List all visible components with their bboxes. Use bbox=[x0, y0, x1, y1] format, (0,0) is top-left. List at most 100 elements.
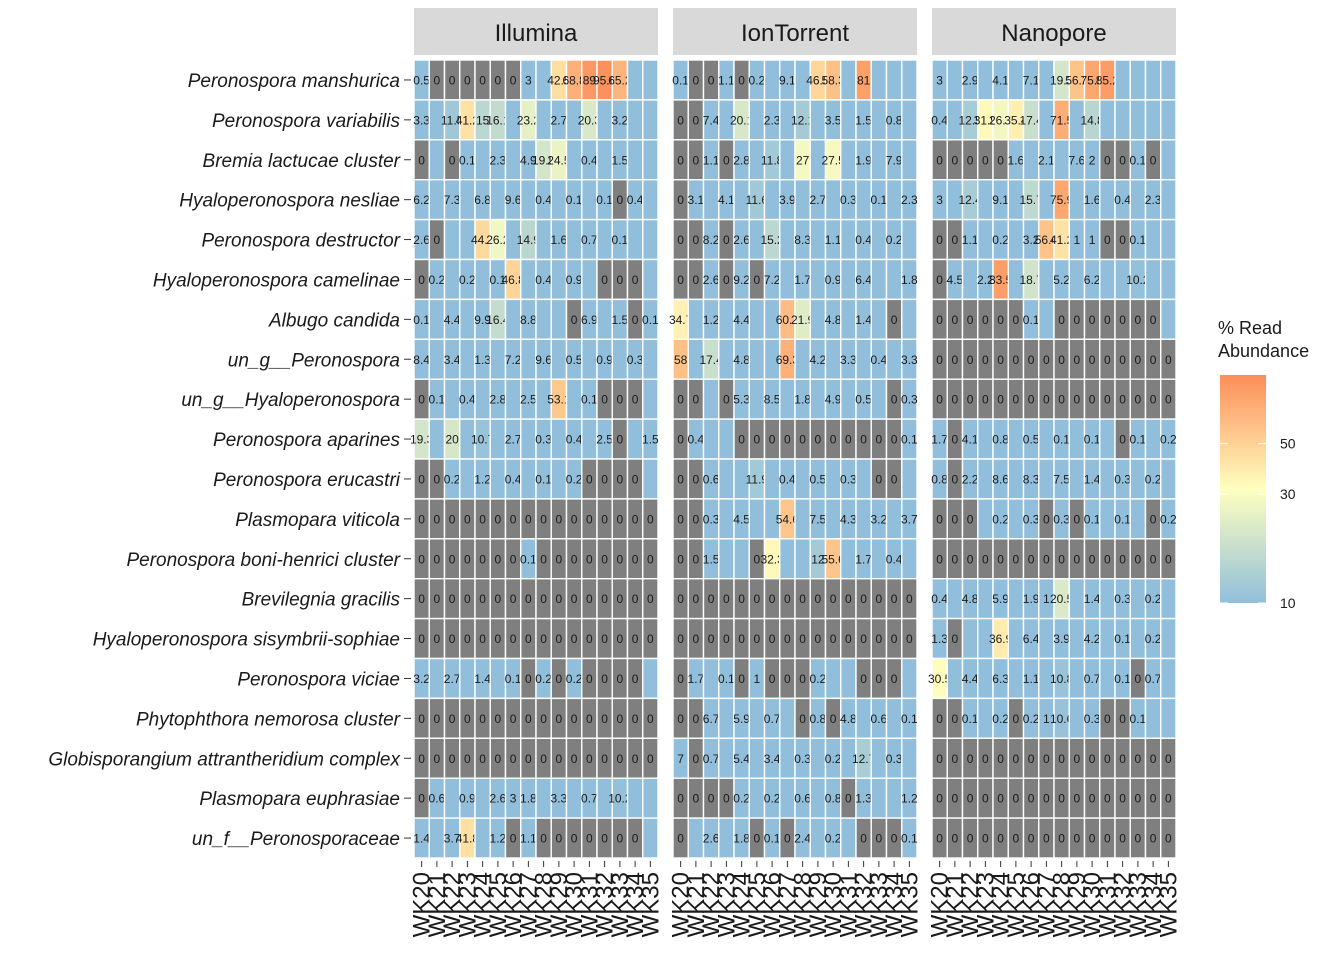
cell-value-label: 0 bbox=[845, 792, 852, 806]
heatmap-cell bbox=[687, 298, 705, 340]
y-tick-label: Plasmopara viticola bbox=[235, 510, 400, 531]
cell-value-label: 4.8 bbox=[733, 353, 750, 367]
cell-value-label: 2.5 bbox=[596, 433, 613, 447]
cell-value-label: 0.3 bbox=[901, 393, 918, 407]
heatmap-cell bbox=[642, 338, 659, 380]
cell-value-label: 0.9 bbox=[596, 353, 613, 367]
cell-value-label: 6.4 bbox=[1023, 632, 1040, 646]
cell-value-label: 0.3 bbox=[1053, 512, 1070, 526]
x-tick-label: WK25 bbox=[485, 872, 512, 937]
cell-value-label: 0 bbox=[784, 832, 791, 846]
heatmap-cell bbox=[1129, 458, 1147, 500]
cell-value-label: 0 bbox=[891, 632, 898, 646]
cell-value-label: 0 bbox=[708, 73, 715, 87]
cell-value-label: 0 bbox=[479, 592, 486, 606]
cell-value-label: 0 bbox=[1135, 752, 1142, 766]
heatmap-cell bbox=[977, 458, 994, 500]
heatmap-cell bbox=[794, 338, 811, 380]
cell-value-label: 0 bbox=[434, 592, 441, 606]
heatmap-cell bbox=[459, 338, 476, 380]
cell-value-label: 2.6 bbox=[413, 233, 430, 247]
heatmap-cell bbox=[977, 498, 994, 540]
cell-value-label: 0 bbox=[1104, 153, 1111, 167]
cell-value-label: 0.4 bbox=[627, 193, 644, 207]
heatmap-cell bbox=[870, 737, 888, 779]
heatmap-cell bbox=[1144, 59, 1162, 101]
cell-value-label: 0 bbox=[1058, 313, 1065, 327]
heatmap-cell bbox=[1160, 657, 1177, 700]
cell-value-label: 0 bbox=[434, 632, 441, 646]
heatmap-cell bbox=[870, 59, 888, 101]
cell-value-label: 0 bbox=[860, 832, 867, 846]
cell-value-label: 0 bbox=[1058, 552, 1065, 566]
x-tick-label: WK34 bbox=[1140, 872, 1167, 937]
cell-value-label: 0.4 bbox=[871, 353, 888, 367]
cell-value-label: 0 bbox=[815, 632, 822, 646]
heatmap-cell bbox=[459, 657, 476, 700]
cell-value-label: 0 bbox=[1104, 393, 1111, 407]
cell-value-label: 0 bbox=[967, 353, 974, 367]
heatmap-cell bbox=[535, 99, 552, 141]
heatmap-cell bbox=[550, 338, 568, 380]
cell-value-label: 2.5 bbox=[520, 393, 537, 407]
cell-value-label: 4.9 bbox=[825, 393, 842, 407]
cell-value-label: 11.8 bbox=[761, 153, 784, 167]
cell-value-label: 9.2 bbox=[733, 273, 750, 287]
heatmap-cell bbox=[794, 178, 811, 221]
y-tick-label: Peronospora aparines bbox=[213, 430, 400, 451]
cell-value-label: 0.2 bbox=[992, 512, 1009, 526]
cell-value-label: 0 bbox=[769, 433, 776, 447]
cell-value-label: 0.1 bbox=[1114, 632, 1131, 646]
cell-value-label: 0 bbox=[967, 552, 974, 566]
cell-value-label: 0.4 bbox=[688, 433, 705, 447]
cell-value-label: 0 bbox=[677, 233, 684, 247]
cell-value-label: 0 bbox=[617, 193, 624, 207]
cell-value-label: 0.3 bbox=[627, 353, 644, 367]
cell-value-label: 0 bbox=[571, 592, 578, 606]
cell-value-label: 0 bbox=[1013, 552, 1020, 566]
heatmap-cell bbox=[718, 338, 735, 380]
x-tick-label: WK28 bbox=[531, 872, 558, 937]
cell-value-label: 0.8 bbox=[992, 433, 1009, 447]
cell-value-label: 0.7 bbox=[1145, 672, 1162, 686]
heatmap-cell bbox=[1099, 258, 1116, 301]
cell-value-label: 0 bbox=[723, 273, 730, 287]
cell-value-label: 0 bbox=[1119, 233, 1126, 247]
cell-value-label: 0 bbox=[830, 712, 837, 726]
cell-value-label: 89 bbox=[583, 73, 597, 87]
cell-value-label: 0 bbox=[449, 752, 456, 766]
cell-value-label: 0 bbox=[693, 552, 700, 566]
heatmap-cell bbox=[1099, 418, 1116, 460]
y-tick-label: Hyaloperonospora camelinae bbox=[153, 270, 400, 291]
cell-value-label: 0.2 bbox=[1023, 712, 1040, 726]
cell-value-label: 0 bbox=[967, 153, 974, 167]
cell-value-label: 0.9 bbox=[825, 273, 842, 287]
heatmap-cell bbox=[642, 139, 659, 181]
heatmap-cell bbox=[428, 338, 446, 380]
cell-value-label: 0 bbox=[693, 73, 700, 87]
cell-value-label: 0 bbox=[1119, 433, 1126, 447]
cell-value-label: 0 bbox=[1058, 792, 1065, 806]
cell-value-label: 0 bbox=[738, 433, 745, 447]
heatmap-cell bbox=[642, 817, 659, 859]
heatmap-cell bbox=[1160, 617, 1177, 660]
cell-value-label: 0 bbox=[1104, 552, 1111, 566]
cell-value-label: 20.1 bbox=[730, 113, 754, 127]
x-tick-label: WK27 bbox=[515, 872, 542, 937]
cell-value-label: 0.1 bbox=[962, 712, 979, 726]
heatmap-cell bbox=[611, 338, 629, 380]
heatmap-cell bbox=[428, 657, 446, 700]
heatmap-cell bbox=[1099, 657, 1116, 700]
heatmap-cell bbox=[824, 338, 842, 380]
cell-value-label: 2.8 bbox=[733, 153, 750, 167]
x-tick-label: WK30 bbox=[1079, 872, 1106, 937]
cell-value-label: 7.3 bbox=[444, 193, 461, 207]
cell-value-label: 0 bbox=[1043, 752, 1050, 766]
heatmap-cell bbox=[1007, 418, 1025, 460]
heatmap-cell bbox=[809, 99, 827, 141]
heatmap-cell bbox=[870, 139, 888, 181]
heatmap-cell bbox=[1160, 298, 1177, 340]
heatmap-cell bbox=[596, 99, 613, 141]
cell-value-label: 3.1 bbox=[688, 193, 705, 207]
cell-value-label: 6.8 bbox=[474, 193, 491, 207]
